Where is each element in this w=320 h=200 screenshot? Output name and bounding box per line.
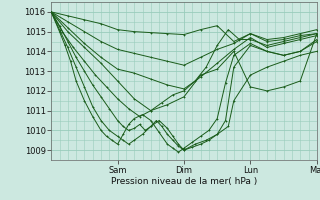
X-axis label: Pression niveau de la mer( hPa ): Pression niveau de la mer( hPa )	[111, 177, 257, 186]
